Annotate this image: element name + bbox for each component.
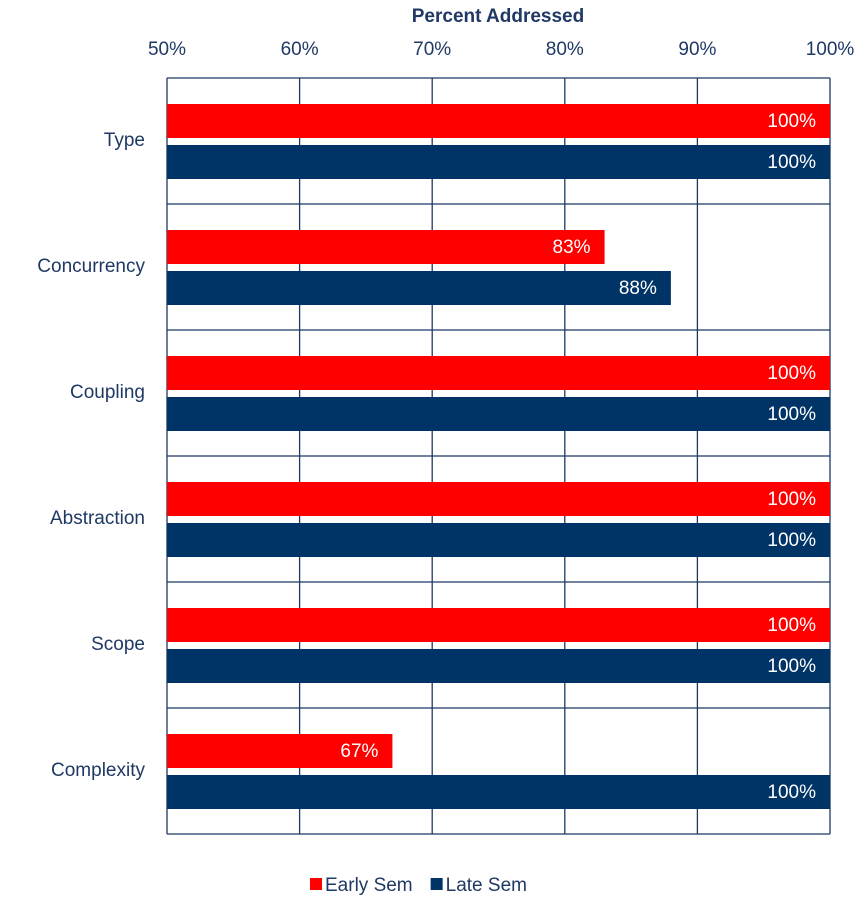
y-tick-label: Coupling — [70, 382, 145, 403]
x-tick-label: 50% — [148, 39, 186, 60]
bar — [167, 230, 605, 264]
bar — [167, 104, 830, 138]
x-tick-label: 100% — [806, 39, 855, 60]
bar — [167, 145, 830, 179]
x-tick-label: 90% — [678, 39, 716, 60]
value-label: 100% — [767, 489, 816, 510]
bar — [167, 523, 830, 557]
value-label: 100% — [767, 363, 816, 384]
value-label: 100% — [767, 152, 816, 173]
bar — [167, 734, 393, 768]
value-label: 100% — [767, 656, 816, 677]
value-label: 100% — [767, 530, 816, 551]
bar — [167, 397, 830, 431]
value-label: 100% — [767, 782, 816, 803]
axis-title: Percent Addressed — [412, 6, 584, 27]
y-tick-label: Abstraction — [50, 508, 145, 529]
legend-label: Early Sem — [325, 875, 413, 896]
bar — [167, 608, 830, 642]
x-tick-label: 60% — [281, 39, 319, 60]
bar — [167, 775, 830, 809]
x-tick-label: 80% — [546, 39, 584, 60]
legend-label: Late Sem — [446, 875, 527, 896]
value-label: 67% — [340, 741, 378, 762]
y-tick-label: Concurrency — [37, 256, 145, 277]
legend-swatch — [310, 878, 322, 890]
y-tick-label: Type — [104, 130, 145, 151]
value-label: 88% — [619, 278, 657, 299]
value-label: 100% — [767, 615, 816, 636]
value-label: 83% — [553, 237, 591, 258]
value-label: 100% — [767, 404, 816, 425]
legend-swatch — [430, 878, 443, 890]
bar — [167, 649, 830, 683]
y-tick-label: Complexity — [51, 760, 145, 781]
value-label: 100% — [767, 111, 816, 132]
y-tick-label: Scope — [91, 634, 145, 655]
bar — [167, 271, 671, 305]
bar — [167, 482, 830, 516]
x-tick-label: 70% — [413, 39, 451, 60]
bar — [167, 356, 830, 390]
